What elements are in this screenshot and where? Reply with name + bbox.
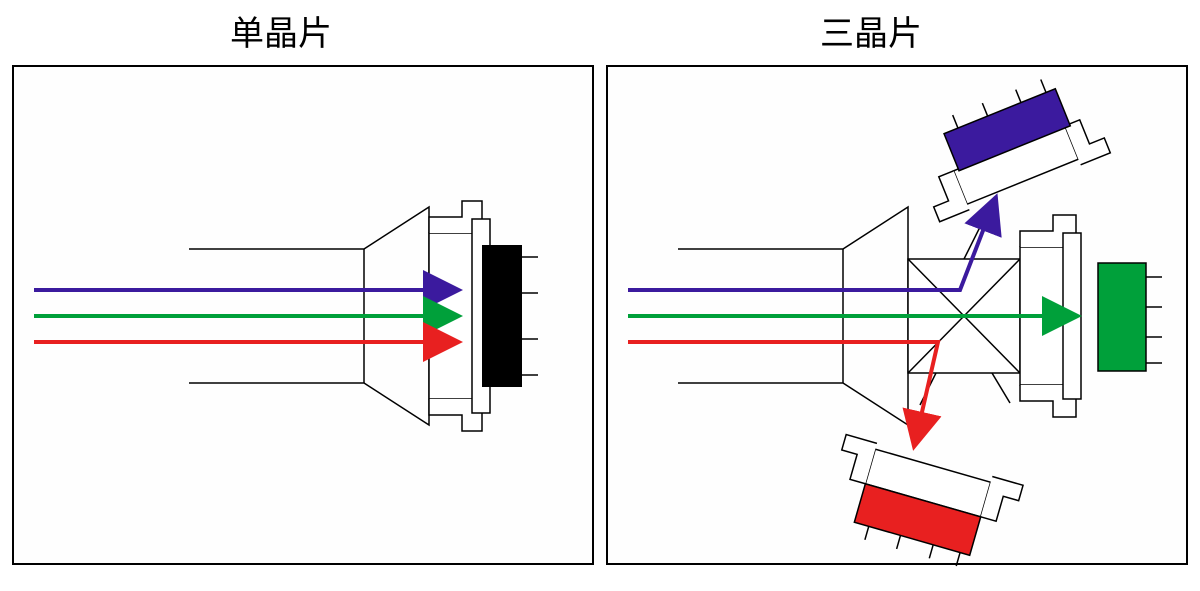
panel-three-chip [606,65,1188,565]
sensor-assembly-blue [904,67,1110,222]
image-sensor-chip [482,245,538,387]
image-sensor-green [1098,263,1162,371]
sensor-assembly-red [820,435,1023,567]
panel-single-chip [12,65,594,565]
title-right: 三晶片 [820,6,922,55]
diagram-three-chip [608,67,1190,567]
ray-red [628,342,938,447]
title-left: 单晶片 [230,6,332,55]
diagram-single-chip [14,67,596,567]
